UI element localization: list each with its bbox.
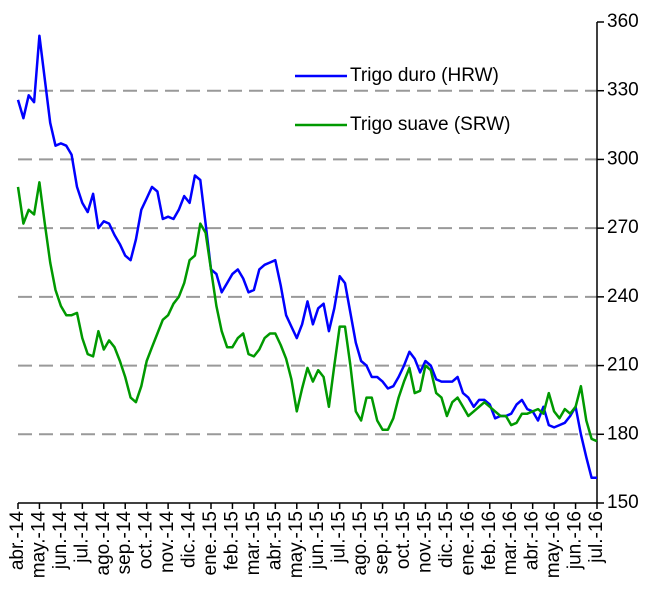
x-tick-label: mar.-16 <box>500 511 521 575</box>
x-tick-label: sep.-14 <box>114 511 135 575</box>
x-tick-label: may.-14 <box>28 511 49 579</box>
x-tick-label: nov.-14 <box>157 511 178 573</box>
x-tick-label: jul.-14 <box>71 511 92 564</box>
x-tick-label: oct.-14 <box>136 511 157 570</box>
x-tick-label: mar.-15 <box>243 511 264 575</box>
x-tick-label: sep.-15 <box>372 511 393 574</box>
x-tick-label: jul.-15 <box>329 511 350 564</box>
legend-label: Trigo duro (HRW) <box>350 65 499 86</box>
x-tick-label: abr.-14 <box>7 511 28 571</box>
y-tick-label: 360 <box>607 11 639 32</box>
x-tick-label: jun.-14 <box>50 511 71 571</box>
x-tick-label: feb.-16 <box>479 511 500 570</box>
x-tick-label: oct.-15 <box>393 511 414 569</box>
series-line <box>16 181 598 443</box>
x-tick-label: dic.-15 <box>436 511 457 568</box>
x-tick-label: abr.-16 <box>522 511 543 570</box>
y-tick-label: 270 <box>607 217 639 238</box>
series-line <box>16 34 597 480</box>
y-tick-label: 330 <box>607 80 639 101</box>
y-tick-label: 150 <box>607 492 639 513</box>
y-tick-label: 300 <box>607 148 639 169</box>
x-tick-label: ago.-15 <box>350 511 371 575</box>
x-tick-label: dic.-14 <box>179 511 200 568</box>
y-tick-label: 180 <box>607 423 639 444</box>
x-tick-label: ene.-16 <box>457 511 478 575</box>
y-tick-label: 210 <box>607 355 639 376</box>
x-tick-label: jun.-15 <box>307 511 328 570</box>
y-tick-label: 240 <box>607 286 639 307</box>
x-tick-label: ago.-14 <box>93 511 114 576</box>
legend-label: Trigo suave (SRW) <box>350 114 510 135</box>
x-tick-label: feb.-15 <box>221 511 242 570</box>
x-tick-label: may.-16 <box>543 511 564 578</box>
x-tick-label: nov.-15 <box>414 511 435 573</box>
x-tick-label: jun.-16 <box>565 511 586 570</box>
x-tick-label: may.-15 <box>286 511 307 578</box>
x-tick-label: jul.-16 <box>586 511 607 564</box>
x-tick-label: abr.-15 <box>264 511 285 570</box>
x-tick-label: ene.-15 <box>200 511 221 575</box>
